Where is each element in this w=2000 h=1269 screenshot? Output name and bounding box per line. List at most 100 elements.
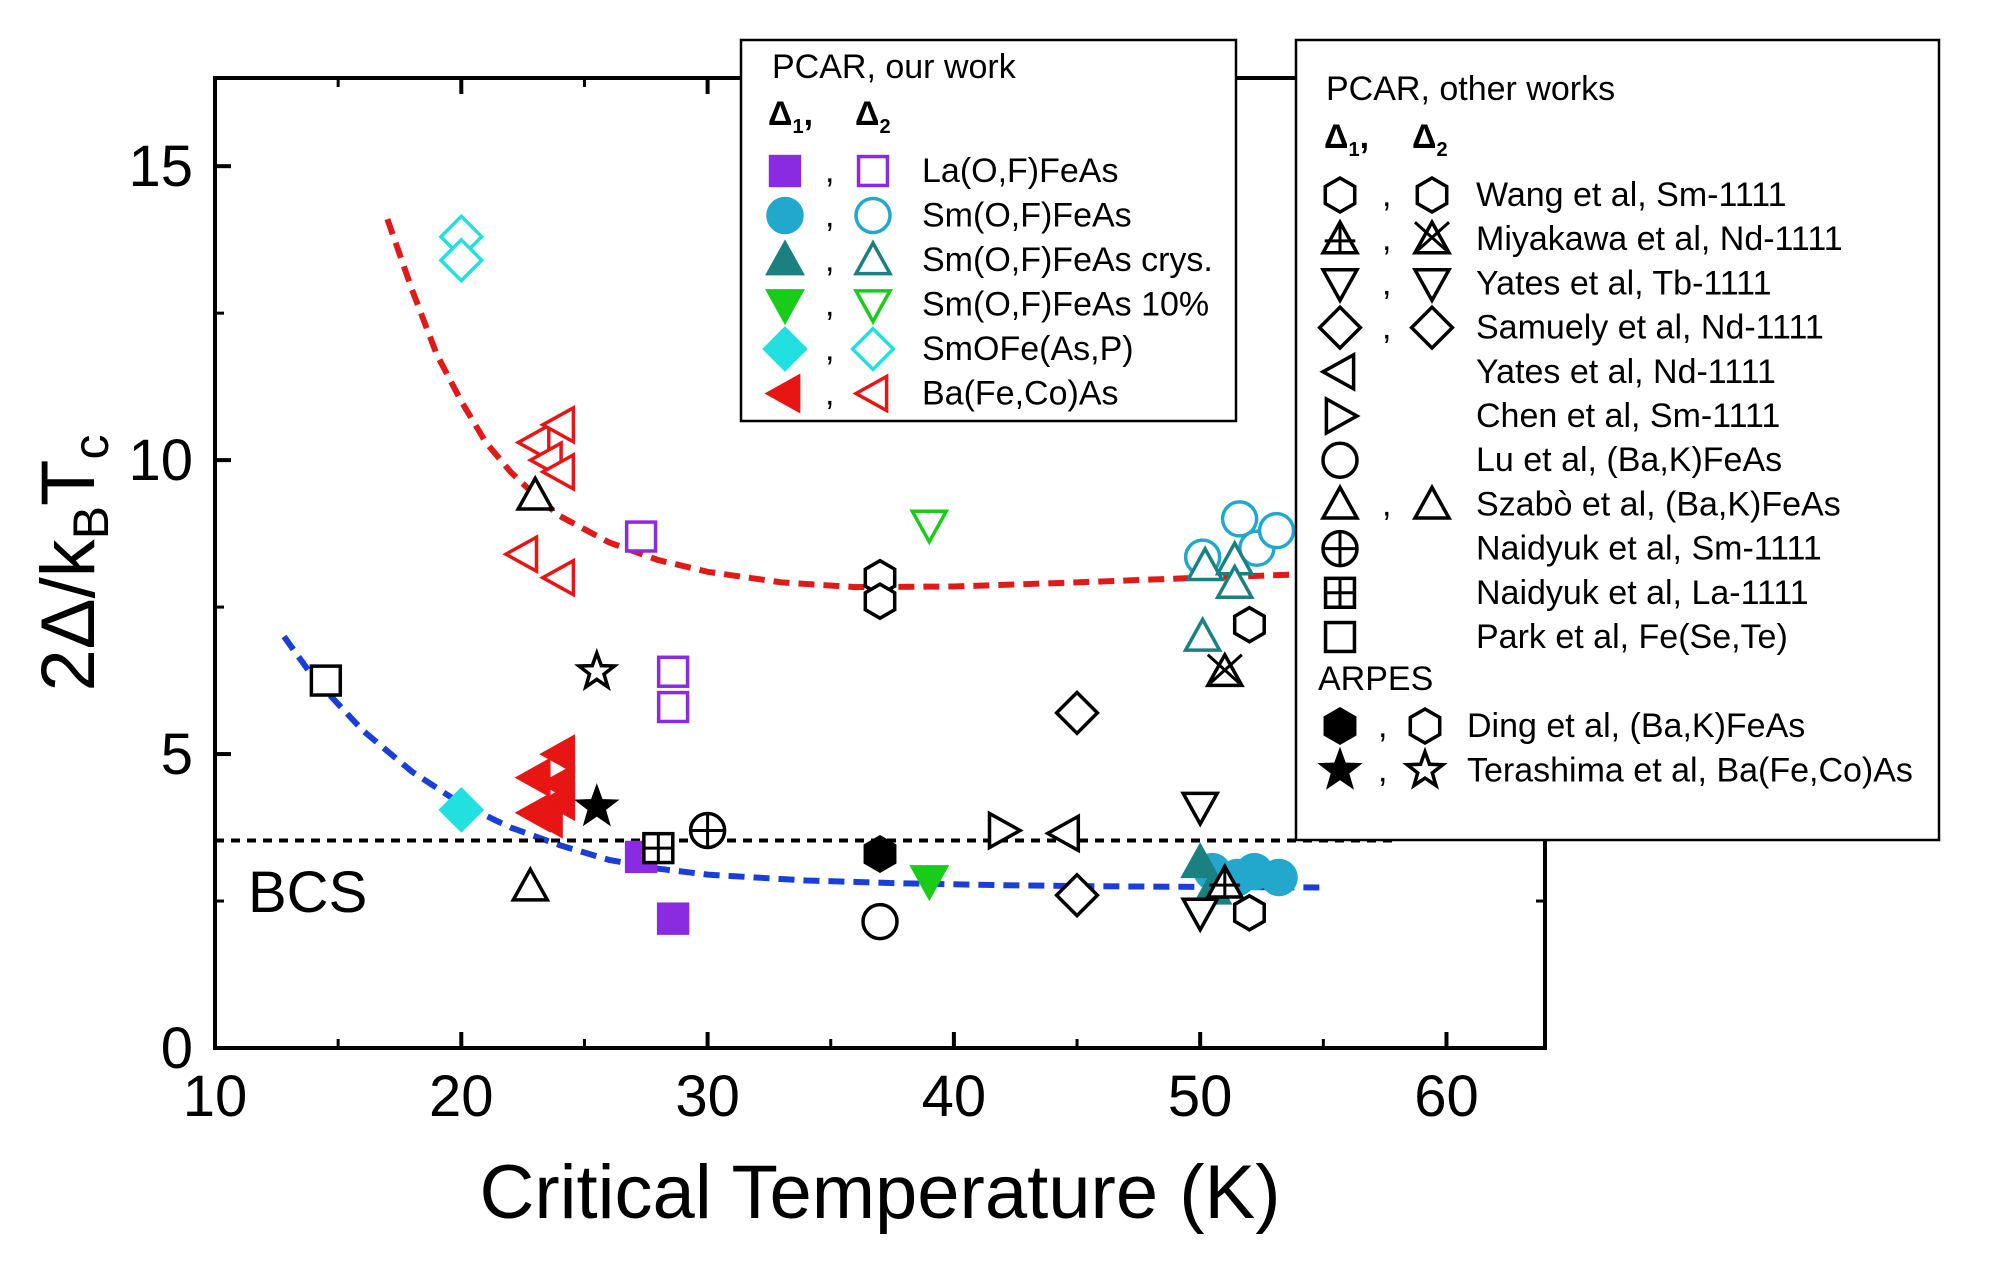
marker-shape: [539, 557, 576, 598]
legend-marker-delta1: [1323, 576, 1357, 609]
legend-label: Miyakawa et al, Nd-1111: [1476, 220, 1843, 258]
marker-shape: [1323, 620, 1357, 654]
legend-entry: , Sm(O,F)FeAs 10%: [765, 286, 1209, 326]
legend-comma: ,: [1382, 485, 1391, 523]
marker-shape: [1180, 897, 1221, 934]
marker-shape: [502, 534, 539, 575]
data-point-delta2: [574, 647, 620, 692]
marker-shape: [1320, 268, 1360, 305]
marker-shape: [526, 798, 563, 839]
legend-marker-delta2: [1412, 268, 1452, 305]
marker-shape: [987, 810, 1024, 851]
legend-comma: ,: [825, 152, 834, 190]
legend-entry: , La(O,F)FeAs: [768, 152, 1118, 190]
marker-shape: [1180, 842, 1221, 879]
data-point-delta2: [909, 509, 950, 546]
legend-comma: ,: [825, 375, 834, 413]
legend-our-work: PCAR, our work Δ1, Δ2 , La(O,F)FeAs, Sm(O,…: [739, 38, 1238, 423]
legend-marker-delta1: [1320, 218, 1360, 255]
data-point-delta1: [1204, 862, 1245, 899]
marker-shape: [766, 196, 804, 235]
data-point-delta2: [656, 690, 690, 724]
data-point-delta1: [574, 783, 620, 827]
legend-marker-delta1: [1320, 268, 1360, 305]
marker-shape: [1317, 304, 1363, 351]
marker-shape: [539, 404, 576, 445]
data-point-delta2: [1182, 615, 1223, 652]
legend-other-box: [1294, 38, 1941, 842]
data-point-delta2: [438, 237, 485, 284]
marker-shape: [656, 902, 690, 935]
marker-cross: [1206, 653, 1243, 687]
y-tick-label: 5: [161, 722, 193, 787]
legend-label: Sm(O,F)FeAs: [922, 197, 1132, 235]
marker-shape: [1320, 483, 1360, 520]
legend-marker-delta2: [1402, 746, 1448, 790]
marker-shape: [765, 239, 805, 276]
legend-label: Ding et al, (Ba,K)FeAs: [1467, 707, 1805, 745]
legend-entry: , Samuely et al, Nd-1111: [1317, 304, 1824, 351]
marker-shape: [656, 655, 690, 688]
legend-marker-delta2: [1409, 304, 1455, 351]
legend-entry: Naidyuk et al, La-1111: [1323, 574, 1809, 612]
legend-marker-delta1: [1324, 396, 1361, 436]
data-point-delta2: [624, 520, 658, 553]
legend-comma: ,: [1378, 707, 1387, 745]
data-point-delta2: [1180, 791, 1221, 828]
legend-marker-delta1: [1321, 441, 1359, 479]
legend-marker-delta2: [853, 289, 893, 326]
marker-shape: [1257, 511, 1296, 550]
marker-shape: [514, 757, 551, 798]
legend-marker-delta1: [1317, 746, 1363, 790]
marker-shape: [656, 690, 690, 724]
x-tick-label: 40: [922, 1064, 987, 1129]
legend-other-d2: Δ2: [1412, 118, 1448, 161]
marker-shape: [850, 326, 896, 372]
legend-marker-delta1: [762, 326, 808, 372]
data-point-delta1: [510, 865, 551, 902]
marker-shape: [1044, 813, 1081, 854]
legend-label: SmOFe(As,P): [922, 330, 1134, 368]
legend-entry: , Szabò et al, (Ba,K)FeAs: [1320, 483, 1841, 523]
legend-label: La(O,F)FeAs: [922, 152, 1118, 190]
marker-shape: [1054, 690, 1100, 736]
legend-marker-delta1: [1319, 351, 1356, 392]
marker-shape: [909, 509, 950, 546]
marker-shape: [909, 865, 950, 902]
legend-marker-delta2: [1415, 175, 1449, 215]
legend-our-d1-symbol: Δ: [768, 95, 792, 133]
legend-marker-delta2: [852, 373, 889, 414]
x-tick-label: 60: [1414, 1064, 1479, 1129]
marker-shape: [1319, 351, 1356, 392]
data-point-delta2: [1232, 605, 1266, 644]
marker-shape: [515, 474, 556, 511]
y-axis-title-sub1: B: [63, 506, 119, 539]
data-point-delta2: [1257, 511, 1296, 550]
legend-other-title: PCAR, other works: [1326, 70, 1615, 108]
marker-shape: [1054, 872, 1100, 919]
legend-comma: ,: [825, 286, 834, 324]
legend-our-d1-comma: ,: [804, 95, 813, 133]
marker-shape: [1402, 746, 1448, 790]
y-axis-title-prefix: 2Δ/k: [26, 538, 111, 691]
marker-shape: [1409, 304, 1455, 351]
marker-shape: [1412, 268, 1452, 305]
marker-shape: [438, 787, 485, 833]
marker-shape: [1232, 605, 1266, 644]
marker-shape: [514, 422, 551, 463]
y-axis-title-sub2: c: [63, 435, 119, 460]
legend-other-d2-symbol: Δ: [1412, 118, 1436, 156]
legend-entry: Naidyuk et al, Sm-1111: [1321, 530, 1822, 568]
legend-label: Sm(O,F)FeAs crys.: [922, 241, 1213, 279]
legend-label: Samuely et al, Nd-1111: [1476, 309, 1824, 347]
legend-marker-delta1: [1323, 620, 1357, 654]
data-point-delta2: [539, 404, 576, 445]
legend-entry: , Wang et al, Sm-1111: [1323, 175, 1787, 215]
legend-entry: , Ding et al, (Ba,K)FeAs: [1323, 706, 1805, 746]
marker-shape: [765, 289, 805, 326]
legend-our-box: [739, 38, 1238, 423]
y-tick-label: 15: [128, 134, 193, 199]
legend-entry: , Ba(Fe,Co)As: [764, 373, 1119, 414]
marker-shape: [438, 237, 485, 284]
legend-entry: , Sm(O,F)FeAs crys.: [765, 239, 1213, 279]
